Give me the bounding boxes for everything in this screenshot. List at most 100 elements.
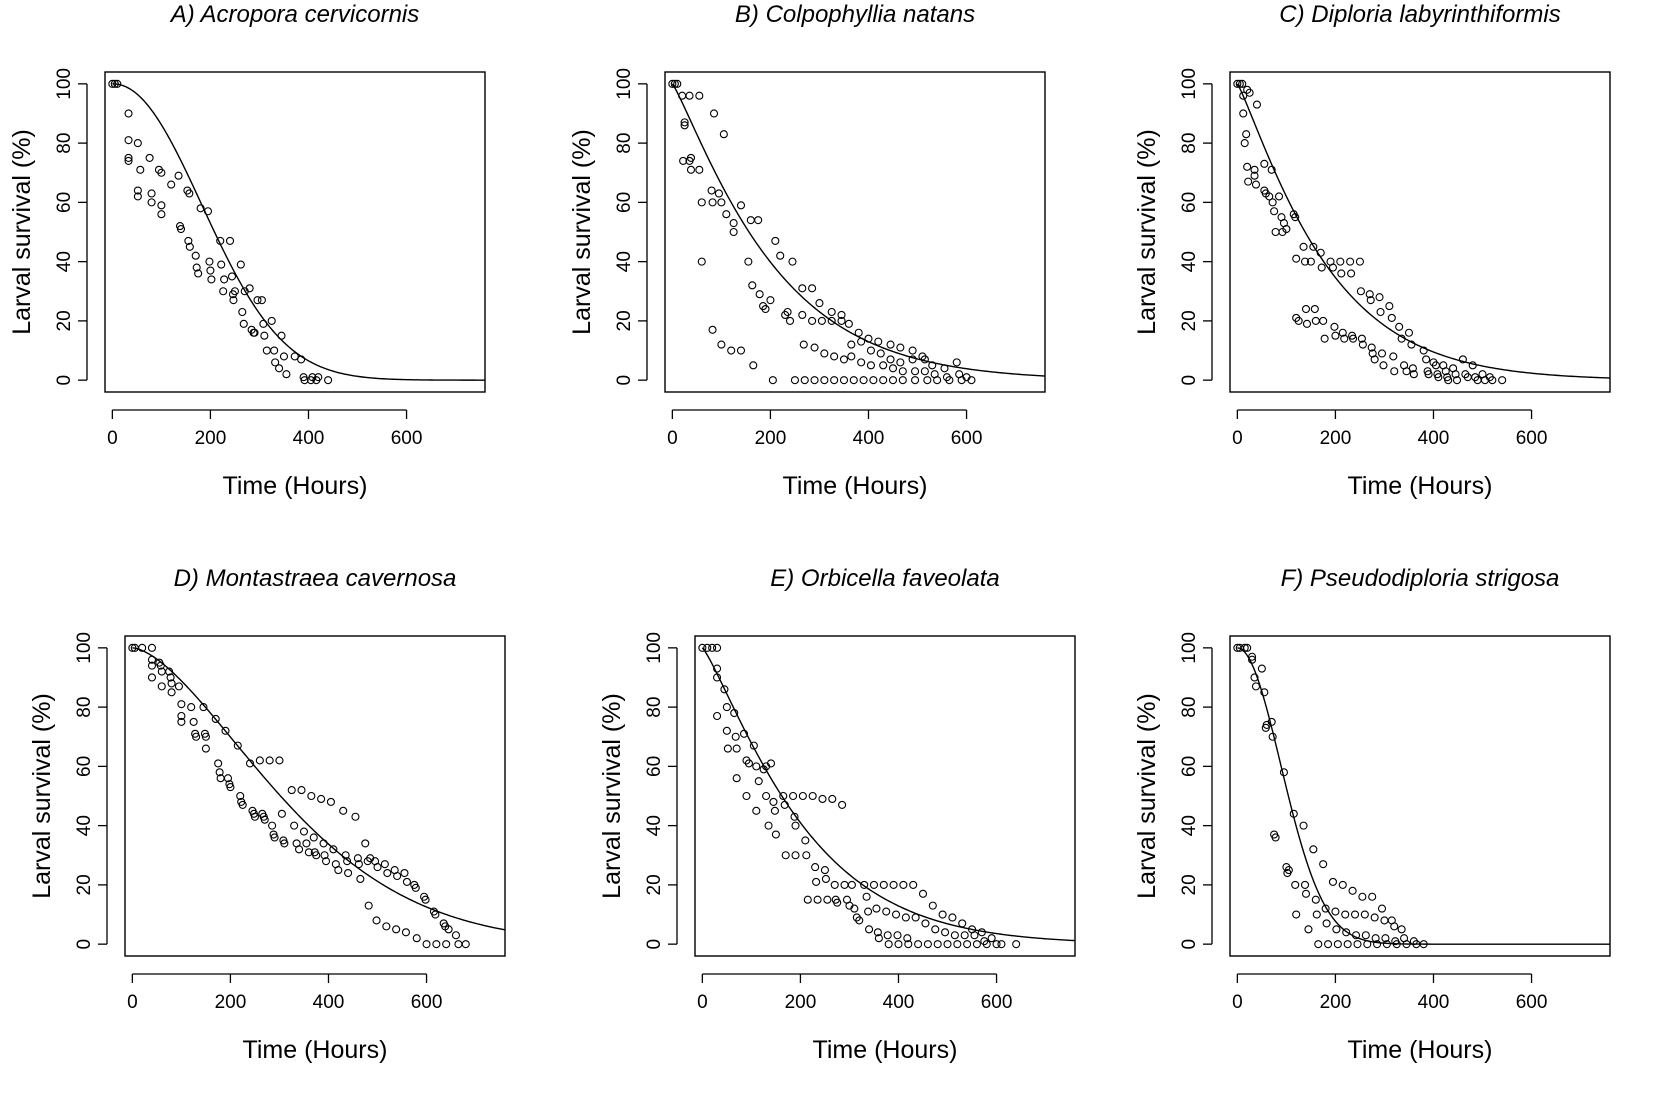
data-point [1385,302,1394,311]
data-point [412,934,421,943]
data-point [401,928,411,937]
data-point [894,940,903,949]
data-point [187,703,196,712]
data-point [876,349,885,358]
x-tick-label: 400 [883,992,915,1013]
data-point [147,673,157,682]
data-point [201,744,210,753]
data-point [1250,673,1259,682]
data-point [698,643,707,652]
y-axis-label: Larval survival (%) [1133,129,1161,335]
data-point [1370,355,1379,364]
x-tick-label: 200 [785,992,817,1013]
data-point [270,833,279,842]
data-point [192,263,201,272]
data-point [679,156,688,165]
y-tick-label: 0 [1179,939,1200,950]
plot-frame [1229,71,1611,393]
x-tick-label: 600 [1516,428,1548,449]
panel-c: C) Diploria labyrinthiformis 0 200 400 600 0 2… [1133,1,1611,500]
data-point [1381,934,1390,943]
data-point [157,682,166,691]
data-point [1452,376,1462,385]
data-point [260,331,269,340]
data-point [837,316,846,325]
data-point [736,346,746,355]
x-tick-label: 0 [667,428,678,449]
data-point [722,703,731,712]
data-point [1304,925,1313,934]
fit-curve [132,647,506,931]
data-point [707,186,716,195]
data-point [211,714,220,724]
data-point [147,643,157,652]
x-axis-label: Time (Hours) [813,1036,958,1064]
data-point [732,744,741,753]
data-point [790,812,799,821]
y-tick-label: 80 [644,697,665,718]
data-point [847,880,856,889]
data-point [771,830,780,839]
data-point [1324,940,1333,949]
x-tick-label: 200 [1320,992,1352,1013]
data-point [302,839,311,848]
data-point [280,839,289,848]
data-point [717,340,726,349]
data-point [888,376,898,385]
y-tick-label: 40 [54,251,75,272]
data-point [290,352,299,361]
data-point [938,910,947,919]
data-point [821,874,830,884]
y-tick-label: 40 [644,815,665,836]
y-tick-label: 80 [74,697,95,718]
y-axis-label: Larval survival (%) [28,693,56,899]
data-point [1257,664,1266,673]
data-point [889,880,898,889]
data-point [157,210,166,219]
data-point [400,868,409,878]
data-point [1488,376,1497,385]
data-point [238,307,247,317]
x-tick-label: 400 [853,428,885,449]
data-point [840,880,849,889]
data-point [138,643,147,652]
data-point [802,851,811,860]
data-point [847,340,856,349]
data-point [214,759,223,768]
data-point [1284,866,1293,875]
data-point [914,940,923,949]
data-point [290,821,299,830]
data-point [891,910,901,919]
data-point [850,904,859,913]
data-point [808,284,817,293]
data-point [317,794,326,804]
data-point [339,806,348,815]
data-point [444,925,453,934]
data-point [1422,355,1431,364]
data-point [1441,367,1450,376]
data-point [830,376,839,385]
data-point [282,370,291,379]
data-point [1409,370,1418,379]
x-axis-label: Time (Hours) [1348,472,1493,500]
data-point [1337,269,1346,278]
data-point [722,726,731,735]
data-point [166,673,175,682]
data-point [1319,860,1328,869]
y-tick-label: 60 [644,756,665,777]
data-point [1251,180,1261,189]
data-point [191,251,200,260]
data-point [888,364,898,373]
x-axis-label: Time (Hours) [783,472,928,500]
data-point [402,877,411,886]
data-point [879,376,888,385]
data-point [830,880,839,889]
data-point [953,940,962,949]
data-point [1306,257,1315,266]
y-tick-label: 80 [1179,133,1200,154]
data-point [147,661,157,670]
data-point [236,791,245,801]
data-point [421,895,430,904]
data-point [344,868,353,878]
data-point [147,189,156,198]
